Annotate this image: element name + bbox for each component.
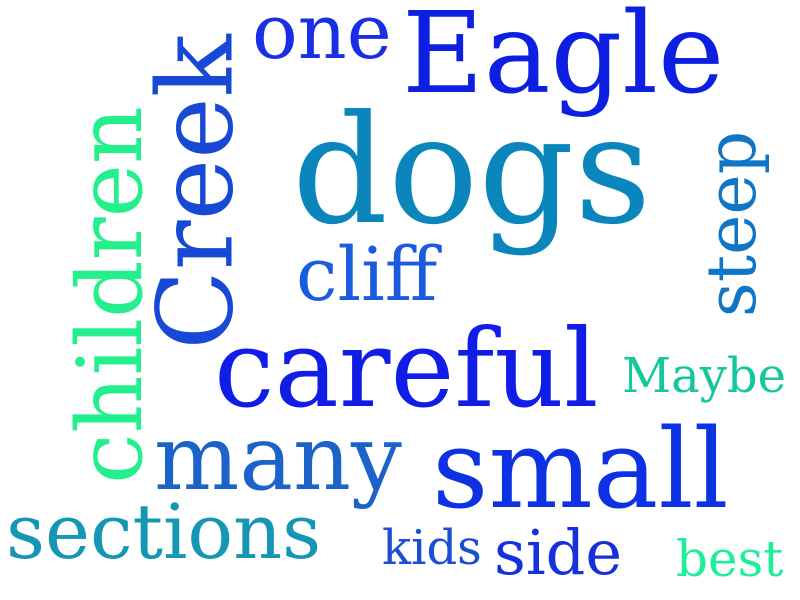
word-side: side — [494, 516, 623, 589]
word-steep: steep — [693, 130, 773, 318]
word-small: small — [432, 405, 729, 533]
word-careful: careful — [214, 307, 599, 432]
word-many: many — [154, 406, 402, 511]
word-kids: kids — [382, 520, 482, 576]
word-dogs: dogs — [292, 84, 652, 258]
word-best: best — [676, 530, 784, 588]
word-sections: sections — [6, 487, 322, 576]
word-cliff: cliff — [296, 232, 438, 318]
word-children: children — [57, 106, 163, 484]
word-one: one — [252, 0, 392, 76]
word-eagle: Eagle — [402, 0, 725, 119]
word-maybe: Maybe — [622, 348, 787, 404]
